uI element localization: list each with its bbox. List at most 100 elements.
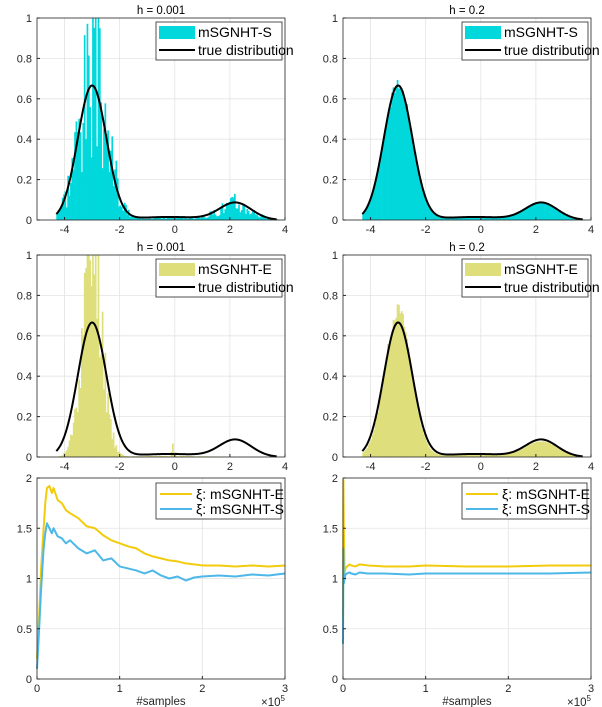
histogram-bar: [453, 454, 455, 457]
histogram-bar: [551, 206, 553, 220]
histogram-bar: [455, 217, 458, 220]
histogram-bar: [265, 218, 268, 220]
histogram-bar: [228, 202, 231, 220]
histogram-bar: [152, 456, 155, 457]
histogram-bar: [438, 454, 440, 457]
histogram-bar: [166, 456, 169, 457]
histogram-bar: [413, 387, 415, 457]
histogram-bar: [140, 218, 143, 220]
histogram-bar: [65, 450, 68, 457]
histogram-bar: [568, 453, 571, 457]
histogram-bar: [362, 452, 364, 457]
legend-label: ξ: mSGNHT-E: [502, 486, 590, 502]
histogram-bar: [381, 388, 384, 457]
histogram-bar: [395, 317, 398, 457]
histogram-bar: [382, 137, 385, 220]
y-tick-label: 0.2: [17, 175, 32, 187]
x-tick-label: 0: [172, 461, 178, 473]
histogram-bar: [468, 217, 471, 220]
histogram-bar: [68, 195, 71, 220]
chart-panel-0: -4 -2 0 2 4 0 0.2 0.4 0.6 0.8 1 h = 0.001 mSGNHT-S tr…: [17, 5, 294, 236]
histogram-bar: [493, 454, 495, 457]
histogram-bar: [435, 453, 437, 457]
histogram-bar: [122, 455, 125, 457]
y-tick-label: 0: [332, 215, 338, 227]
histogram-bars: [362, 79, 585, 221]
histogram-bar: [421, 429, 424, 457]
histogram-bar: [134, 216, 137, 220]
histogram-bar: [571, 217, 574, 220]
histogram-bar: [494, 454, 497, 457]
histogram-bar: [508, 216, 511, 220]
histogram-bar: [136, 456, 138, 457]
histogram-bar: [108, 171, 111, 220]
histogram-bar: [458, 217, 461, 220]
histogram-bar: [527, 207, 530, 220]
x-tick-label: 2: [227, 224, 233, 236]
histogram-bar: [129, 216, 131, 220]
histogram-bar: [92, 255, 94, 457]
histogram-bar: [74, 409, 76, 457]
histogram-bar: [422, 433, 425, 457]
histogram-bar: [559, 210, 561, 220]
histogram-bar: [417, 412, 420, 457]
histogram-bar: [447, 217, 450, 220]
x-tick-label: -4: [60, 224, 70, 236]
histogram-bar: [105, 134, 108, 220]
histogram-bar: [188, 455, 191, 457]
histogram-bar: [74, 132, 76, 220]
histogram-bar: [461, 454, 464, 457]
histogram-bar: [149, 455, 152, 457]
histogram-bar: [411, 139, 414, 220]
histogram-bar: [544, 441, 546, 457]
histogram-bar: [530, 205, 533, 220]
histogram-bar: [439, 216, 442, 220]
histogram-bar: [110, 419, 112, 457]
histogram-bar: [140, 456, 143, 457]
histogram-bar: [96, 146, 98, 220]
histogram-bar: [151, 218, 154, 220]
histogram-bar: [246, 208, 249, 220]
legend-box: [461, 482, 588, 520]
histogram-bar: [362, 213, 364, 220]
histogram-bar: [67, 175, 69, 220]
histogram-bar: [416, 399, 418, 457]
histogram-bar: [151, 456, 154, 457]
histogram-bar: [553, 445, 556, 457]
histogram-bar: [457, 454, 460, 457]
histogram-bar: [483, 217, 486, 220]
histogram-bar: [541, 441, 544, 457]
histogram-bar: [454, 454, 457, 457]
histogram-bar: [555, 208, 557, 220]
histogram-bar: [81, 328, 83, 457]
histogram-bar: [410, 130, 413, 220]
y-tick-label: 1: [26, 250, 32, 262]
histogram-bar: [72, 422, 75, 457]
histogram-bar: [209, 211, 211, 220]
histogram-bar: [93, 274, 96, 457]
histogram-bar: [449, 217, 451, 220]
y-tick-label: 0.6: [17, 94, 32, 106]
histogram-bar: [191, 455, 193, 457]
histogram-bar: [149, 218, 152, 220]
histogram-bar: [454, 217, 457, 220]
histogram-bar: [369, 442, 371, 457]
histogram-bar: [56, 213, 58, 220]
histogram-bar: [154, 456, 156, 457]
histogram-bar: [520, 211, 523, 220]
histogram-bar: [78, 118, 81, 220]
histogram-bar: [57, 212, 60, 220]
x-tick-label: 0: [340, 683, 346, 695]
histogram-bar: [548, 204, 550, 220]
histogram-bar: [538, 203, 541, 220]
true-distribution-curve: [55, 84, 277, 221]
y-tick-label: 0.5: [17, 624, 32, 636]
histogram-bar: [491, 454, 494, 457]
histogram-bar: [500, 454, 502, 457]
histogram-bar: [522, 448, 524, 457]
histogram-bar: [243, 203, 246, 220]
histogram-bar: [78, 379, 81, 457]
y-tick-label: 0.2: [17, 412, 32, 424]
histogram-bar: [467, 454, 469, 457]
histogram-bar: [137, 217, 140, 220]
